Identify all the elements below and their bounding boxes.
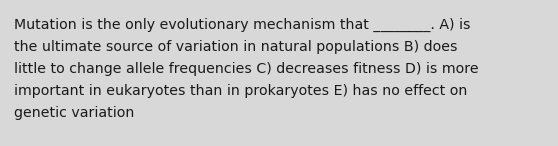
- Text: Mutation is the only evolutionary mechanism that ________. A) is: Mutation is the only evolutionary mechan…: [14, 18, 470, 32]
- Text: important in eukaryotes than in prokaryotes E) has no effect on: important in eukaryotes than in prokaryo…: [14, 84, 468, 98]
- Text: the ultimate source of variation in natural populations B) does: the ultimate source of variation in natu…: [14, 40, 458, 54]
- Text: little to change allele frequencies C) decreases fitness D) is more: little to change allele frequencies C) d…: [14, 62, 479, 76]
- Text: genetic variation: genetic variation: [14, 106, 134, 120]
